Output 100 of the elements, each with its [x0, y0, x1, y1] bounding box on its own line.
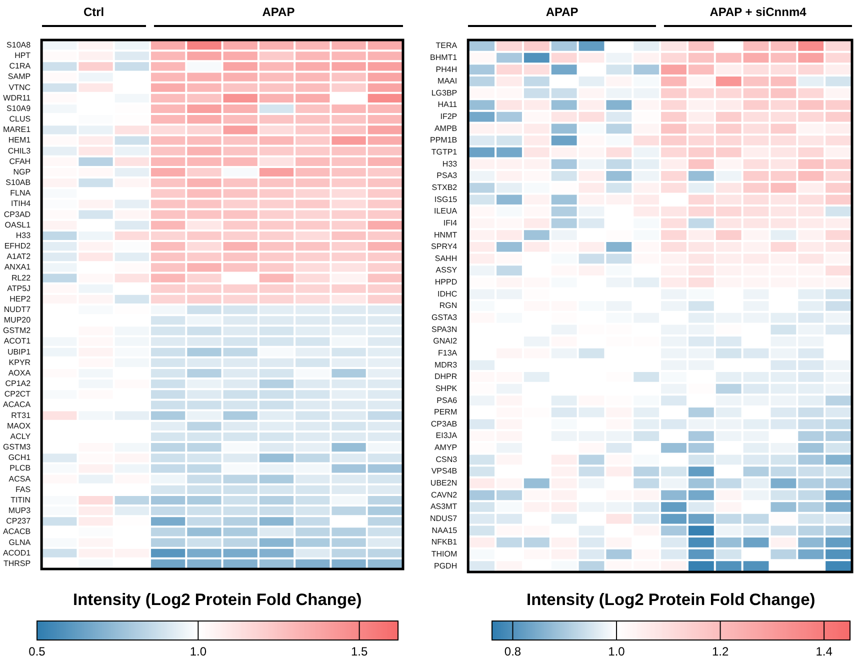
- y-tick-label: ACOD1: [3, 548, 32, 558]
- text: APAP: [261, 5, 296, 19]
- y-tick-label: TGTP1: [431, 148, 458, 157]
- y-tick-label: SPRY4: [431, 242, 458, 252]
- y-tick-label: S10A9: [6, 104, 32, 113]
- y-tick-label: PSA6: [436, 396, 458, 405]
- y-tick-label: RGN: [439, 301, 458, 310]
- y-tick-label: GSTM3: [3, 442, 32, 452]
- y-tick-label: AOXA: [8, 368, 32, 378]
- y-tick-label: HPPD: [434, 278, 458, 287]
- color-bar-label: 1.4: [816, 644, 833, 658]
- y-tick-label: PLCB: [10, 464, 31, 473]
- color-bar-label: 1.2: [712, 644, 729, 658]
- y-tick-label: AMYP: [434, 443, 458, 452]
- y-tick-label: TERA: [436, 41, 458, 50]
- y-tick-label: THRSP: [3, 558, 31, 568]
- y-tick-label: ACACA: [3, 400, 32, 410]
- y-tick-label: ATP5J: [7, 284, 31, 293]
- y-tick-label: GLNA: [8, 538, 32, 547]
- y-tick-label: HNMT: [434, 230, 458, 240]
- color-bar-title: Intensity (Log2 Protein Fold Change): [73, 591, 362, 610]
- y-tick-label: VPS4B: [431, 466, 458, 476]
- y-tick-label: CP1A2: [5, 379, 32, 388]
- y-tick-label: ACACB: [3, 527, 31, 536]
- y-tick-label: PGDH: [434, 561, 458, 570]
- y-tick-label: PH4H: [436, 64, 458, 74]
- color-bar-label: 0.8: [504, 644, 522, 658]
- text: APAP: [544, 5, 580, 19]
- color-bar-label: 1.0: [190, 644, 207, 658]
- y-tick-label: WDR11: [3, 93, 32, 102]
- y-tick-label: ACLY: [10, 432, 32, 441]
- y-tick-label: NDUS7: [430, 514, 458, 524]
- y-tick-label: HPT: [14, 51, 31, 60]
- color-bar-title: Intensity (Log2 Protein Fold Change): [526, 591, 816, 610]
- y-tick-label: SHPK: [435, 384, 458, 393]
- y-tick-label: IDHC: [438, 289, 458, 298]
- y-tick-label: ACSA: [8, 474, 32, 484]
- y-tick-label: PPM1B: [430, 136, 458, 145]
- y-tick-label: CP3AD: [4, 210, 31, 219]
- y-tick-label: DHPR: [434, 372, 458, 382]
- text: Ctrl: [82, 5, 106, 19]
- y-tick-label: LG3BP: [431, 88, 458, 98]
- y-tick-label: AMPB: [434, 124, 458, 133]
- y-tick-label: KPYR: [8, 358, 31, 367]
- y-tick-label: ISG15: [434, 194, 458, 204]
- y-tick-label: SAHH: [434, 254, 458, 263]
- y-tick-label: CP3AB: [430, 419, 458, 428]
- y-tick-label: CSN3: [436, 454, 458, 464]
- y-tick-label: GCH1: [8, 453, 32, 462]
- y-tick-label: F13A: [438, 348, 458, 358]
- y-tick-label: RL22: [11, 273, 32, 282]
- y-tick-label: ILEUA: [434, 206, 458, 216]
- y-tick-label: HEP2: [10, 294, 32, 304]
- y-tick-label: SPA3N: [431, 324, 458, 334]
- y-tick-label: IFI4: [443, 218, 458, 228]
- y-tick-label: STXB2: [432, 182, 458, 192]
- y-tick-label: UBE2N: [430, 478, 458, 488]
- y-tick-label: CP2CT: [4, 390, 31, 399]
- y-tick-label: MUP20: [4, 316, 32, 325]
- y-tick-label: GNAI2: [433, 336, 458, 346]
- y-tick-label: ASSY: [436, 266, 458, 275]
- y-tick-label: S10AB: [6, 178, 31, 188]
- y-tick-label: CHIL3: [8, 146, 32, 156]
- y-tick-label: A1AT2: [6, 252, 32, 262]
- y-tick-label: CAVN2: [431, 490, 458, 500]
- y-tick-label: BHMT1: [430, 52, 458, 62]
- y-tick-label: RT31: [11, 410, 32, 420]
- y-tick-label: NUDT7: [4, 304, 32, 314]
- y-tick-label: PERM: [434, 408, 458, 417]
- y-tick-label: EFHD2: [4, 242, 32, 251]
- y-tick-label: ACOT1: [4, 336, 32, 346]
- y-tick-label: HEM1: [8, 136, 32, 145]
- y-tick-label: SAMP: [8, 72, 31, 82]
- color-bar-label: 1.5: [350, 644, 368, 658]
- y-tick-label: EI3JA: [436, 431, 458, 440]
- y-tick-label: S10A8: [6, 40, 32, 50]
- y-tick-label: ITIH4: [11, 199, 32, 208]
- y-tick-label: ANXA1: [4, 262, 32, 272]
- y-tick-label: FAS: [15, 484, 31, 494]
- y-tick-label: NFKB1: [431, 538, 458, 547]
- y-tick-label: GSTA3: [431, 313, 458, 322]
- y-tick-label: IF2P: [440, 112, 458, 122]
- y-tick-label: PSA3: [436, 171, 458, 180]
- y-tick-label: MAOX: [7, 421, 32, 430]
- y-tick-label: NGP: [13, 167, 31, 176]
- y-tick-label: C1RA: [9, 62, 32, 71]
- y-tick-label: CFAH: [9, 156, 31, 166]
- y-tick-label: NAA15: [432, 526, 458, 535]
- y-tick-label: H33: [16, 230, 32, 240]
- y-tick-label: MAAI: [438, 76, 458, 86]
- y-tick-label: VTNC: [8, 82, 31, 92]
- color-bar-label: 0.5: [28, 644, 46, 658]
- y-tick-label: OASL1: [4, 220, 32, 230]
- y-tick-label: CP237: [6, 516, 32, 526]
- y-tick-label: H33: [442, 159, 458, 168]
- y-tick-label: FLNA: [10, 188, 32, 198]
- y-tick-label: CLUS: [9, 114, 31, 124]
- color-bar-label: 1.0: [608, 644, 626, 658]
- y-tick-label: MUP3: [8, 506, 32, 516]
- y-tick-label: HA11: [438, 100, 458, 110]
